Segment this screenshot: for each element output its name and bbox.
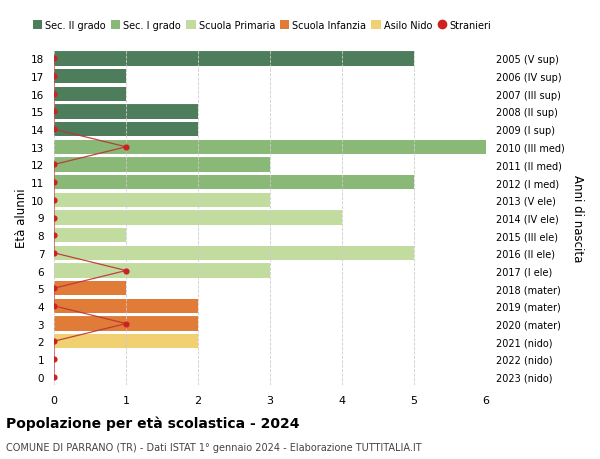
Point [49,91,59,98]
Bar [54,246,414,261]
Point [49,73,59,81]
Point [49,56,59,63]
Bar [54,264,270,278]
Text: Popolazione per età scolastica - 2024: Popolazione per età scolastica - 2024 [6,415,299,430]
Point [121,267,131,274]
Bar [54,175,414,190]
Point [121,144,131,151]
Point [49,214,59,222]
Point [121,320,131,328]
Bar [54,229,126,243]
Point [49,197,59,204]
Bar [54,87,126,102]
Y-axis label: Età alunni: Età alunni [15,188,28,248]
Point [49,126,59,134]
Point [49,285,59,292]
Bar [54,211,342,225]
Point [49,338,59,345]
Text: COMUNE DI PARRANO (TR) - Dati ISTAT 1° gennaio 2024 - Elaborazione TUTTITALIA.IT: COMUNE DI PARRANO (TR) - Dati ISTAT 1° g… [6,442,422,452]
Bar [54,299,198,313]
Bar [54,334,198,349]
Point [49,373,59,381]
Point [49,232,59,239]
Point [49,108,59,116]
Bar [54,317,198,331]
Point [49,162,59,169]
Bar [54,281,126,296]
Bar [54,158,270,172]
Legend: Sec. II grado, Sec. I grado, Scuola Primaria, Scuola Infanzia, Asilo Nido, Stran: Sec. II grado, Sec. I grado, Scuola Prim… [29,17,496,34]
Point [49,355,59,363]
Bar [54,70,126,84]
Bar [54,52,414,67]
Bar [54,105,198,119]
Y-axis label: Anni di nascita: Anni di nascita [571,174,584,262]
Point [49,302,59,310]
Bar [54,193,270,207]
Point [49,179,59,186]
Bar [54,123,198,137]
Point [49,250,59,257]
Bar [54,140,558,155]
